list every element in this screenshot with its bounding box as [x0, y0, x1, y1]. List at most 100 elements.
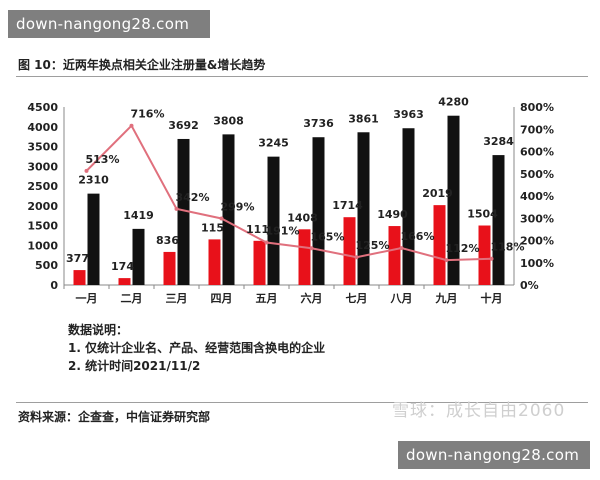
right-tick-label: 200% — [520, 235, 554, 248]
x-tick-label: 四月 — [211, 292, 233, 305]
right-tick-label: 400% — [520, 190, 554, 203]
left-tick-label: 2500 — [27, 180, 58, 193]
watermark-top: down-nangong28.com — [8, 10, 210, 38]
bar-label-series-1: 377 — [66, 252, 89, 265]
bar-label-series-2: 1419 — [123, 209, 154, 222]
x-tick-label: 七月 — [346, 291, 368, 305]
bar-label-series-1: 1490 — [377, 208, 408, 221]
watermark-bottom: down-nangong28.com — [398, 441, 590, 469]
bar-label-series-1: 836 — [156, 234, 179, 247]
bar-series-1 — [433, 205, 446, 285]
bar-label-series-2: 3245 — [258, 137, 289, 150]
bar-label-series-2: 3736 — [303, 117, 334, 130]
bar-series-2 — [132, 228, 145, 285]
growth-label: 513% — [86, 153, 120, 166]
footer-rule — [16, 402, 588, 403]
growth-label: 118% — [491, 241, 525, 254]
bar-series-1 — [208, 239, 221, 285]
growth-label: 299% — [221, 200, 255, 213]
growth-point — [399, 246, 404, 251]
bar-series-1 — [478, 225, 491, 285]
left-tick-label: 4500 — [27, 101, 58, 114]
notes-line-1: 1. 仅统计企业名、产品、经营范围含换电的企业 — [68, 341, 326, 355]
growth-label: 716% — [131, 108, 165, 121]
growth-point — [489, 256, 494, 261]
bar-label-series-1: 1504 — [467, 208, 498, 221]
bar-series-2 — [222, 134, 235, 285]
bar-label-series-2: 3808 — [213, 114, 244, 127]
x-tick-label: 八月 — [390, 292, 413, 305]
bar-series-2 — [312, 137, 325, 285]
growth-label: 166% — [401, 230, 435, 243]
bar-series-1 — [118, 278, 131, 285]
title-rule — [16, 76, 588, 77]
bar-series-1 — [73, 270, 86, 285]
growth-point — [174, 206, 179, 211]
bar-label-series-1: 111 — [246, 223, 269, 236]
growth-line — [85, 124, 492, 262]
bar-label-series-2: 4280 — [438, 96, 469, 109]
growth-label: 191% — [266, 225, 300, 238]
growth-label: 125% — [356, 239, 390, 252]
growth-point — [309, 246, 314, 251]
snowball-watermark: 雪球：成长自由2060 — [392, 401, 566, 421]
left-tick-label: 1000 — [27, 239, 58, 252]
growth-label: 165% — [311, 230, 345, 243]
bar-series-2 — [447, 115, 460, 285]
bar-series-2 — [402, 128, 415, 285]
left-tick-label: 3500 — [27, 141, 58, 154]
growth-label: 342% — [176, 191, 210, 204]
right-tick-label: 300% — [520, 212, 554, 225]
growth-point — [264, 240, 269, 245]
left-tick-label: 4000 — [27, 121, 58, 134]
right-tick-label: 800% — [520, 101, 554, 114]
bar-label-series-2: 2310 — [78, 174, 109, 187]
x-tick-label: 一月 — [76, 292, 98, 305]
bar-label-series-1: 1714 — [332, 199, 363, 212]
left-tick-label: 2000 — [27, 200, 58, 213]
growth-point — [219, 216, 224, 221]
bar-label-series-2: 3692 — [168, 119, 199, 132]
right-tick-label: 600% — [520, 146, 554, 159]
bar-series-1 — [253, 240, 266, 285]
right-tick-label: 700% — [520, 123, 554, 136]
left-tick-label: 3000 — [27, 160, 58, 173]
bar-series-1 — [388, 226, 401, 285]
x-tick-label: 二月 — [121, 292, 143, 305]
right-tick-label: 500% — [520, 168, 554, 181]
bar-label-series-1: 1408 — [287, 211, 318, 224]
notes-heading: 数据说明： — [68, 323, 129, 337]
right-tick-label: 100% — [520, 257, 554, 270]
figure-title: 图 10：近两年换点相关企业注册量&增长趋势 — [18, 58, 266, 72]
bar-label-series-2: 3963 — [393, 108, 424, 121]
bar-series-1 — [343, 217, 356, 285]
bar-series-2 — [357, 132, 370, 285]
growth-point — [354, 255, 359, 260]
bar-series-2 — [492, 155, 505, 285]
bar-label-series-1: 174 — [111, 260, 134, 273]
x-tick-label: 十月 — [481, 291, 503, 305]
bar-series-2 — [267, 156, 280, 285]
notes-line-2: 2. 统计时间2021/11/2 — [68, 359, 201, 373]
x-tick-label: 六月 — [301, 291, 323, 305]
bar-label-series-2: 3284 — [483, 135, 514, 148]
growth-label: 112% — [446, 242, 480, 255]
bar-series-2 — [177, 138, 190, 285]
left-tick-label: 0 — [50, 279, 58, 292]
left-tick-label: 500 — [35, 259, 58, 272]
x-tick-label: 五月 — [256, 292, 278, 305]
bar-series-2 — [87, 193, 100, 285]
bar-series-1 — [298, 229, 311, 285]
x-tick-label: 九月 — [435, 291, 458, 305]
bar-label-series-2: 3861 — [348, 112, 379, 125]
growth-point — [84, 168, 89, 173]
right-tick-label: 0% — [520, 279, 539, 292]
left-tick-label: 1500 — [27, 220, 58, 233]
source-note: 资料来源：企查查，中信证券研究部 — [18, 410, 211, 424]
bar-label-series-1: 2019 — [422, 187, 453, 200]
bar-series-1 — [163, 251, 176, 285]
bar-label-series-1: 115 — [201, 221, 224, 234]
x-tick-label: 三月 — [166, 292, 188, 305]
growth-point — [129, 123, 134, 128]
